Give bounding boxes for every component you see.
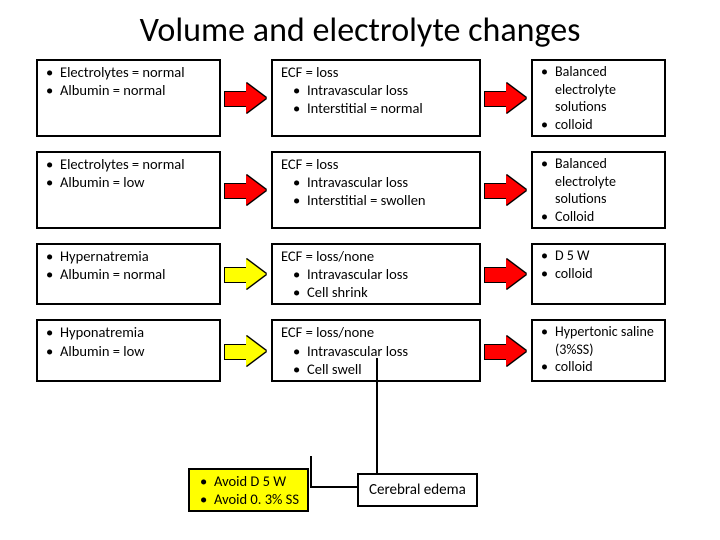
arrow-icon xyxy=(484,177,528,203)
right-item: Hypertonic saline (3%SS) xyxy=(541,323,662,358)
arrow-2a xyxy=(221,151,271,229)
arrow-icon xyxy=(224,261,268,287)
arrow-icon xyxy=(224,338,268,364)
left-item: Albumin = low xyxy=(46,342,215,360)
arrow-icon xyxy=(484,338,528,364)
arrow-1b xyxy=(481,59,531,137)
arrow-icon xyxy=(484,261,528,287)
mid-item: Intravascular loss xyxy=(293,265,475,283)
left-item: Albumin = normal xyxy=(46,265,215,283)
mid-head: ECF = loss xyxy=(277,63,475,81)
left-box-3: Hypernatremia Albumin = normal xyxy=(36,243,221,305)
left-item: Albumin = normal xyxy=(46,81,215,99)
left-item: Electrolytes = normal xyxy=(46,155,215,173)
mid-item: Interstitial = normal xyxy=(293,99,475,117)
arrow-4a xyxy=(221,319,271,381)
left-box-2: Electrolytes = normal Albumin = low xyxy=(36,151,221,229)
right-item: Balanced electrolyte solutions xyxy=(541,155,662,208)
mid-item: Cell swell xyxy=(293,360,475,378)
mid-head: ECF = loss/none xyxy=(277,323,475,341)
arrow-1a xyxy=(221,59,271,137)
diagram-grid: Electrolytes = normal Albumin = normal E… xyxy=(0,59,720,382)
arrow-3a xyxy=(221,243,271,305)
arrow-4b xyxy=(481,319,531,381)
left-item: Hypernatremia xyxy=(46,247,215,265)
mid-item: Intravascular loss xyxy=(293,173,475,191)
right-item: colloid xyxy=(541,265,662,283)
right-box-4: Hypertonic saline (3%SS) colloid xyxy=(531,319,666,381)
right-box-1: Balanced electrolyte solutions colloid xyxy=(531,59,666,137)
right-box-2: Balanced electrolyte solutions Colloid xyxy=(531,151,666,229)
arrow-icon xyxy=(484,85,528,111)
arrow-3b xyxy=(481,243,531,305)
avoid-box: Avoid D 5 W Avoid 0. 3% SS xyxy=(188,468,309,512)
right-item: Colloid xyxy=(541,208,662,226)
right-box-3: D 5 W colloid xyxy=(531,243,666,305)
bottom-cluster: Avoid D 5 W Avoid 0. 3% SS Cerebral edem… xyxy=(188,468,478,512)
mid-head: ECF = loss/none xyxy=(277,247,475,265)
mid-head: ECF = loss xyxy=(277,155,475,173)
mid-box-1: ECF = loss Intravascular loss Interstiti… xyxy=(271,59,481,137)
mid-item: Intravascular loss xyxy=(293,342,475,360)
left-item: Albumin = low xyxy=(46,173,215,191)
left-item: Hyponatremia xyxy=(46,323,215,341)
right-item: Balanced electrolyte solutions xyxy=(541,63,662,116)
left-box-4: Hyponatremia Albumin = low xyxy=(36,319,221,381)
arrow-2b xyxy=(481,151,531,229)
mid-item: Cell shrink xyxy=(293,283,475,301)
slide-title: Volume and electrolyte changes xyxy=(0,0,720,59)
mid-item: Intravascular loss xyxy=(293,81,475,99)
left-box-1: Electrolytes = normal Albumin = normal xyxy=(36,59,221,137)
mid-item: Interstitial = swollen xyxy=(293,191,475,209)
arrow-icon xyxy=(224,85,268,111)
avoid-item: Avoid D 5 W xyxy=(200,472,299,490)
cerebral-edema-box: Cerebral edema xyxy=(357,473,478,507)
left-item: Electrolytes = normal xyxy=(46,63,215,81)
arrow-icon xyxy=(224,177,268,203)
right-item: D 5 W xyxy=(541,247,662,265)
mid-box-3: ECF = loss/none Intravascular loss Cell … xyxy=(271,243,481,305)
mid-box-2: ECF = loss Intravascular loss Interstiti… xyxy=(271,151,481,229)
avoid-item: Avoid 0. 3% SS xyxy=(200,490,299,508)
right-item: colloid xyxy=(541,358,662,376)
right-item: colloid xyxy=(541,116,662,134)
connector-line xyxy=(376,358,378,478)
